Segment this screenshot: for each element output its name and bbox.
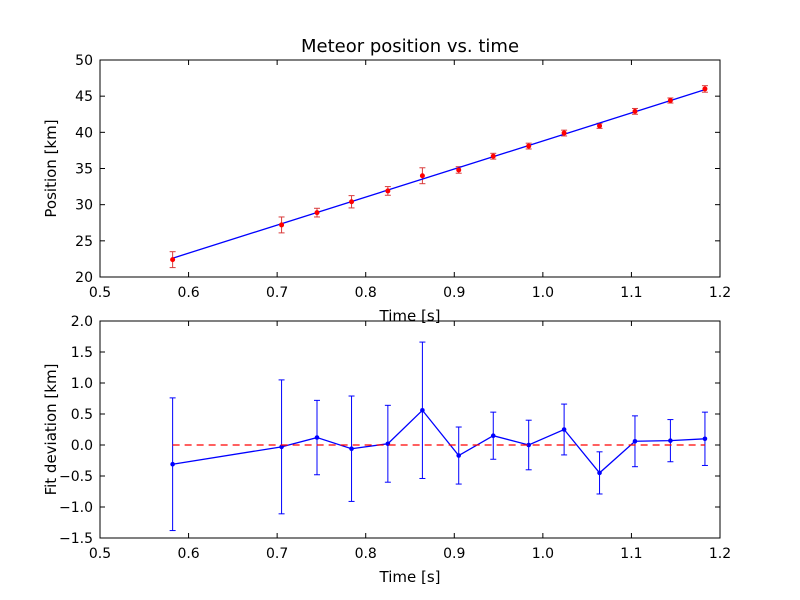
x-tick-label: 0.9: [443, 285, 465, 301]
x-axis-label: Time [s]: [379, 568, 441, 586]
data-point: [632, 108, 638, 114]
data-point: [170, 257, 176, 263]
x-tick-label: 1.1: [620, 285, 642, 301]
data-point: [526, 442, 531, 448]
y-tick-label: 20: [75, 270, 93, 286]
data-point: [667, 98, 673, 104]
axes-frame: [99, 59, 721, 278]
data-point: [420, 407, 425, 413]
y-tick-label: 40: [75, 125, 93, 141]
x-tick-label: 0.8: [355, 285, 377, 301]
x-tick-label: 0.9: [443, 546, 465, 562]
data-point: [419, 173, 425, 179]
fit-line: [172, 89, 706, 259]
data-point: [526, 143, 532, 149]
data-point: [314, 435, 320, 440]
data-point: [456, 453, 462, 458]
y-tick-label: −0.5: [59, 469, 93, 485]
data-point: [279, 222, 285, 228]
y-tick-label: 2.0: [71, 314, 93, 330]
data-point: [456, 167, 462, 173]
data-point: [279, 444, 284, 450]
data-point: [490, 153, 496, 159]
x-tick-label: 0.5: [89, 285, 111, 301]
axes-frame: [99, 320, 721, 539]
data-point: [597, 470, 602, 476]
x-tick-label: 0.6: [177, 546, 199, 562]
y-tick-label: 35: [75, 162, 93, 178]
data-point: [314, 210, 320, 216]
x-tick-label: 1.0: [532, 546, 554, 562]
data-point: [668, 438, 673, 443]
y-tick-label: 1.0: [71, 376, 93, 392]
x-tick-label: 1.1: [620, 546, 642, 562]
data-point: [702, 86, 708, 92]
data-point: [385, 188, 391, 194]
chart-title: Meteor position vs. time: [301, 36, 519, 57]
data-point: [597, 123, 603, 129]
data-point: [561, 130, 567, 136]
position-plot: Meteor position vs. time Time [s] Position…: [42, 36, 731, 325]
x-tick-label: 0.5: [89, 546, 111, 562]
deviation-plot: Time [s] Fit deviation [km] 0.5 0.6 0.7 0.8 0.…: [42, 314, 731, 586]
y-axis-label: Position [km]: [42, 119, 60, 217]
data-point: [702, 436, 708, 442]
y-tick-label: 25: [75, 234, 93, 250]
deviation-line: [172, 409, 705, 474]
y-tick-label: 0.0: [71, 438, 93, 454]
y-axis-label: Fit deviation [km]: [42, 364, 60, 496]
data-point: [349, 199, 355, 205]
data-point: [490, 433, 496, 439]
y-tick-label: −1.5: [59, 531, 93, 547]
y-tick-label: 45: [75, 89, 93, 105]
x-tick-label: 1.2: [709, 546, 731, 562]
data-point: [349, 446, 354, 452]
x-axis-label: Time [s]: [379, 307, 441, 325]
x-tick-label: 0.6: [177, 285, 199, 301]
y-tick-label: 30: [75, 198, 93, 214]
x-tick-label: 0.7: [266, 285, 288, 301]
y-tick-label: 50: [75, 53, 93, 69]
x-tick-label: 1.2: [709, 285, 731, 301]
y-tick-label: −1.0: [59, 500, 93, 516]
x-tick-label: 0.7: [266, 546, 288, 562]
y-tick-label: 0.5: [71, 407, 93, 423]
data-point: [170, 461, 175, 467]
data-point: [632, 438, 638, 444]
x-tick-label: 1.0: [532, 285, 554, 301]
x-tick-label: 0.8: [355, 546, 377, 562]
data-point: [561, 427, 567, 432]
y-tick-label: 1.5: [71, 345, 93, 361]
